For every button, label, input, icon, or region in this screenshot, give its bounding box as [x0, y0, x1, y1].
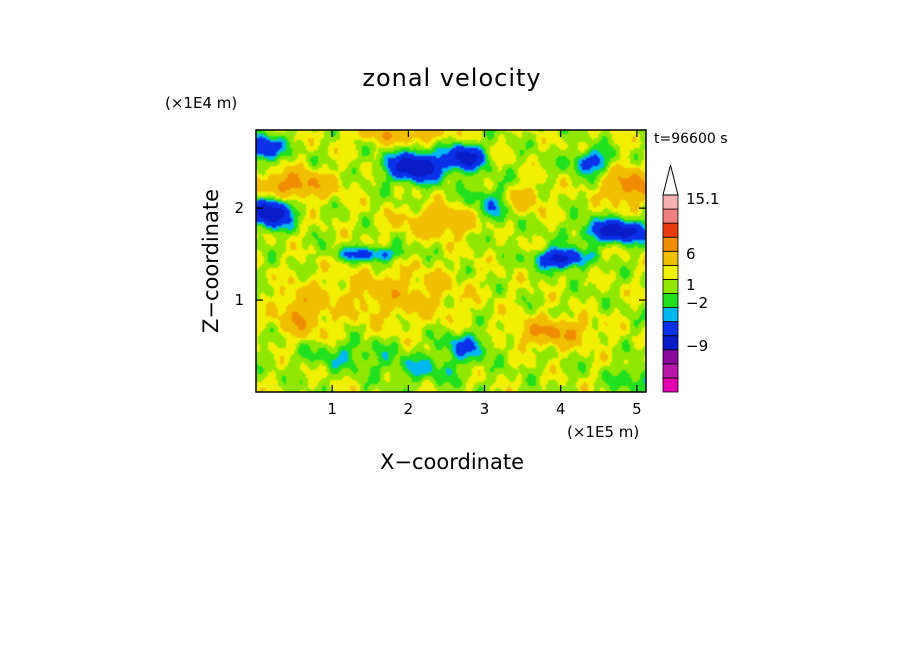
y-axis: 12: [234, 199, 646, 309]
colorbar: −9 −21 6 15.1: [662, 164, 719, 393]
x-tick-label-1: 2: [404, 400, 414, 418]
colorbar-band-11: [662, 222, 679, 238]
colorbar-band-6: [662, 293, 679, 308]
colorbar-band-4: [662, 321, 679, 337]
colorbar-top-triangle: [662, 164, 679, 196]
colorbar-band-5: [662, 307, 679, 323]
colorbar-band-0: [662, 377, 679, 393]
x-scale-label: (×1E5 m): [567, 423, 639, 441]
plot-frame: [255, 129, 647, 393]
colorbar-band-12: [662, 208, 679, 224]
x-tick-label-3: 4: [556, 400, 566, 418]
y-tick-label-0: 1: [234, 291, 244, 309]
colorbar-band-10: [662, 236, 679, 252]
colorbar-band-8: [662, 264, 679, 280]
chart-title: zonal velocity: [362, 64, 541, 92]
colorbar-band-7: [662, 279, 679, 294]
colorbar-band-1: [662, 363, 679, 379]
time-label: t=96600 s: [654, 131, 728, 147]
colorbar-label-1: −2: [686, 294, 708, 312]
colorbar-band-3: [662, 335, 679, 351]
colorbar-band-13: [662, 194, 679, 210]
x-tick-label-0: 1: [327, 400, 337, 418]
colorbar-label-0: −9: [686, 337, 708, 355]
heatmap-field: [256, 130, 646, 392]
plot-area: [255, 129, 647, 393]
x-axis-label: X−coordinate: [380, 450, 524, 474]
colorbar-band-9: [662, 250, 679, 266]
x-tick-label-2: 3: [480, 400, 490, 418]
y-axis-label: Z−coordinate: [199, 189, 223, 333]
x-axis: 1 2 3 4 5: [327, 130, 642, 418]
colorbar-label-4: 15.1: [686, 190, 719, 208]
y-scale-label: (×1E4 m): [165, 94, 237, 112]
y-tick-label-1: 2: [234, 199, 244, 217]
colorbar-band-2: [662, 349, 679, 365]
colorbar-label-3: 6: [686, 245, 696, 263]
x-tick-label-4: 5: [632, 400, 642, 418]
colorbar-label-2: 1: [686, 276, 696, 294]
